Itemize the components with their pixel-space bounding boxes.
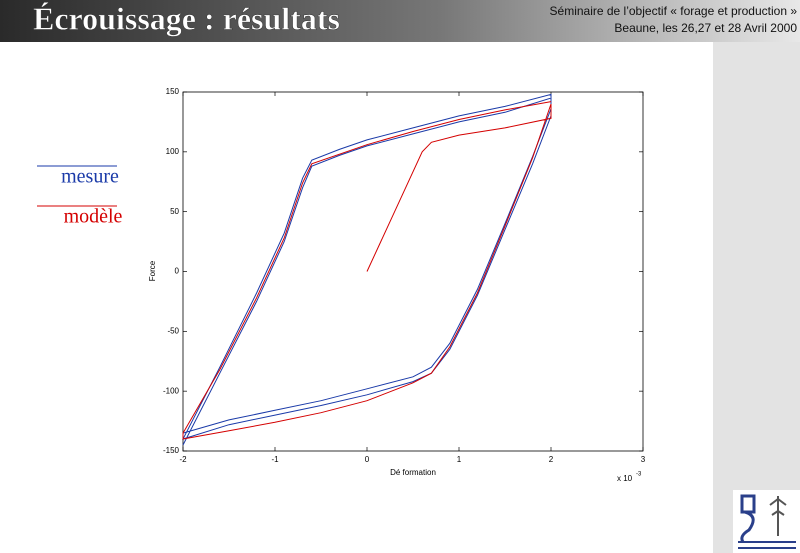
logo-band	[738, 547, 796, 549]
y-tick-label: 150	[166, 87, 180, 96]
slide-title: Écrouissage : résultats	[33, 0, 340, 36]
plot	[182, 91, 644, 452]
x-tick-label: 2	[549, 455, 554, 464]
side-panel	[713, 42, 800, 553]
x-axis-label: Dé formation	[390, 468, 436, 477]
y-axis-label: Force	[148, 260, 157, 281]
logo-band	[738, 541, 796, 543]
logo-mark	[769, 496, 787, 536]
y-tick-label: 0	[175, 267, 180, 276]
y-tick-label: 100	[166, 147, 180, 156]
subtitle: Séminaire de l’objectif « forage et prod…	[550, 4, 798, 18]
x-tick-label: 0	[365, 455, 370, 464]
legend-label: modèle	[64, 206, 123, 228]
subtitle: Beaune, les 26,27 et 28 Avril 2000	[614, 21, 797, 35]
x-multiplier-exponent: -3	[636, 472, 642, 478]
x-tick-label: 1	[457, 455, 462, 464]
series-line	[182, 101, 552, 440]
plot-frame	[182, 91, 644, 452]
legend: mesure modèle	[37, 165, 123, 228]
header-bar	[0, 0, 800, 42]
y-tick-label: 50	[170, 207, 179, 216]
logo	[733, 490, 800, 553]
x-tick-label: 3	[641, 455, 646, 464]
y-tick-label: -50	[167, 326, 179, 335]
logo-mark	[740, 494, 756, 543]
x-multiplier: x 10	[617, 474, 633, 483]
y-tick-label: -150	[163, 446, 180, 455]
x-tick-label: -1	[271, 455, 279, 464]
x-tick-label: -2	[179, 455, 187, 464]
legend-label: mesure	[61, 166, 119, 188]
y-tick-label: -100	[163, 386, 180, 395]
